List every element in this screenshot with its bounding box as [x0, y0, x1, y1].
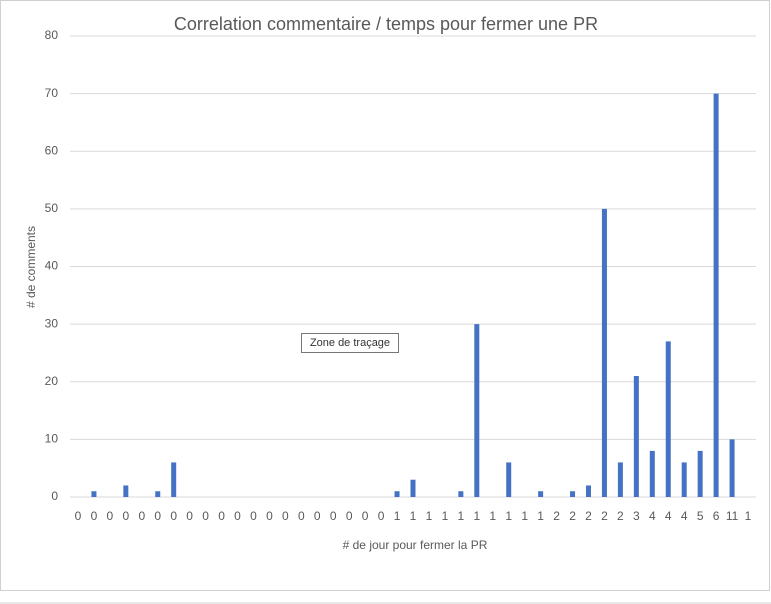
bar [394, 491, 400, 497]
bar [729, 439, 735, 497]
x-tick-label: 1 [410, 509, 417, 523]
bar [123, 485, 129, 497]
x-tick-label: 4 [681, 509, 688, 523]
x-tick-label: 2 [569, 509, 576, 523]
bar [155, 491, 161, 497]
y-tick-label: 70 [45, 86, 59, 100]
bar [633, 375, 639, 497]
bar [570, 491, 576, 497]
tooltip: Zone de traçage [310, 337, 390, 349]
y-tick-label: 0 [51, 489, 58, 503]
x-tick-label: 0 [314, 509, 321, 523]
x-tick-label: 0 [138, 509, 145, 523]
x-tick-label: 0 [202, 509, 209, 523]
bar [474, 324, 480, 497]
x-tick-label: 1 [426, 509, 433, 523]
bar [458, 491, 464, 497]
x-tick-label: 0 [298, 509, 305, 523]
x-tick-label: 2 [617, 509, 624, 523]
x-tick-label: 4 [649, 509, 656, 523]
bar [585, 485, 591, 497]
x-tick-label: 1 [537, 509, 544, 523]
x-tick-label: 1 [394, 509, 401, 523]
bar [410, 479, 416, 497]
x-axis-label: # de jour pour fermer la PR [343, 538, 488, 552]
x-tick-label: 0 [346, 509, 353, 523]
bar [538, 491, 544, 497]
y-tick-label: 30 [45, 316, 59, 330]
x-tick-label: 1 [473, 509, 480, 523]
x-tick-label: 0 [154, 509, 161, 523]
x-tick-label: 0 [75, 509, 82, 523]
y-tick-label: 50 [45, 201, 59, 215]
x-tick-label: 0 [330, 509, 337, 523]
tooltip-box [301, 333, 399, 353]
y-axis-label: # de comments [24, 226, 38, 308]
x-tick-label: 3 [633, 509, 640, 523]
bar [601, 208, 607, 497]
bar [665, 341, 671, 497]
y-tick-label: 40 [45, 259, 59, 273]
x-tick-label: 1 [442, 509, 449, 523]
x-tick-label: 4 [665, 509, 672, 523]
x-tick-label: 1 [489, 509, 496, 523]
x-tick-label: 0 [266, 509, 273, 523]
x-tick-label: 0 [282, 509, 289, 523]
y-tick-label: 60 [45, 143, 59, 157]
x-tick-label: 2 [553, 509, 560, 523]
x-tick-label: 0 [218, 509, 225, 523]
bar [697, 450, 703, 497]
x-tick-label: 0 [170, 509, 177, 523]
x-tick-label: 0 [186, 509, 193, 523]
bar [171, 462, 177, 497]
x-tick-label: 1 [458, 509, 465, 523]
x-tick-label: 1 [505, 509, 512, 523]
y-tick-label: 80 [45, 28, 59, 42]
x-tick-label: 0 [234, 509, 241, 523]
x-tick-label: 0 [250, 509, 257, 523]
chart-title: Correlation commentaire / temps pour fer… [174, 14, 598, 34]
x-tick-label: 2 [585, 509, 592, 523]
y-tick-label: 20 [45, 374, 59, 388]
bar [506, 462, 512, 497]
x-tick-label: 2 [601, 509, 608, 523]
x-tick-label: 0 [362, 509, 369, 523]
x-tick-label: 5 [697, 509, 704, 523]
bar [91, 491, 97, 497]
x-tick-label: 1 [745, 509, 752, 523]
x-tick-label: 0 [107, 509, 114, 523]
x-tick-label: 11 [726, 509, 739, 523]
x-tick-label: 1 [521, 509, 528, 523]
bar [649, 450, 655, 497]
x-tick-label: 0 [378, 509, 385, 523]
x-tick-label: 0 [122, 509, 129, 523]
y-tick-label: 10 [45, 432, 59, 446]
bar [681, 462, 687, 497]
chart-frame [0, 0, 770, 591]
x-tick-label: 6 [713, 509, 720, 523]
x-tick-label: 0 [91, 509, 98, 523]
bar [617, 462, 623, 497]
bar [713, 93, 719, 497]
